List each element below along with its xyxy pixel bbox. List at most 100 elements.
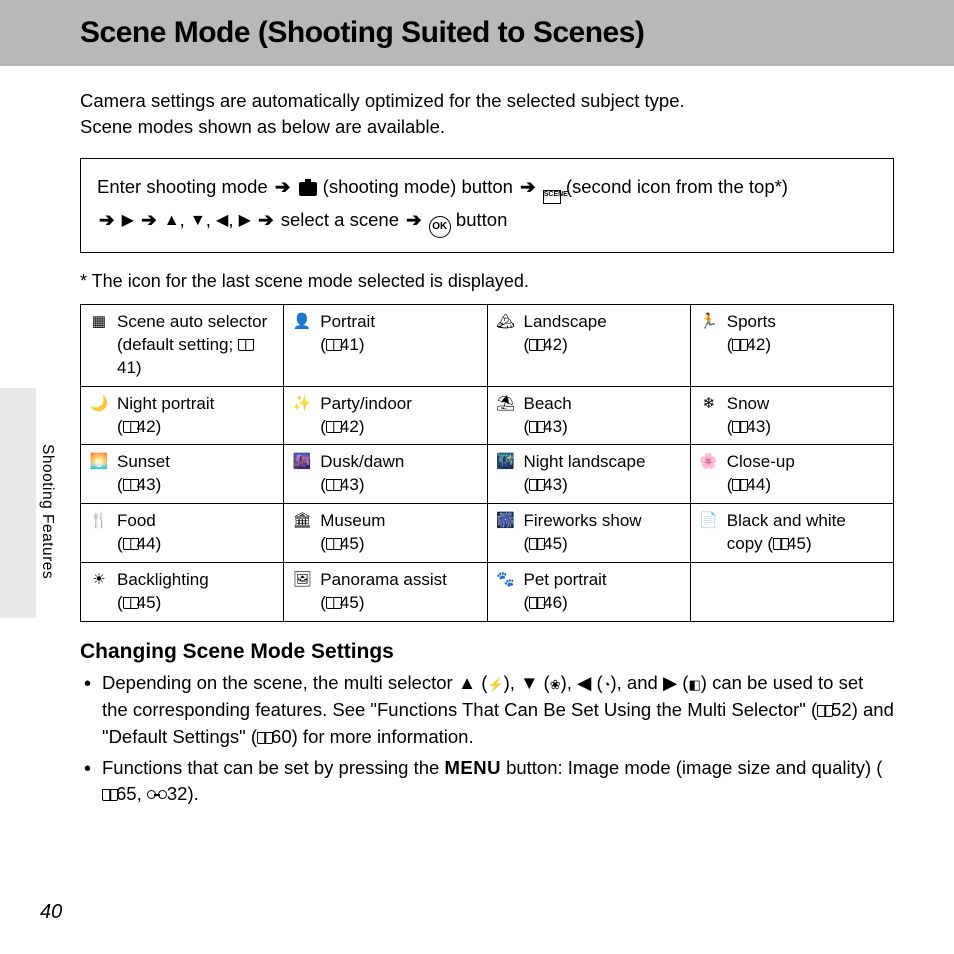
macro-icon <box>550 672 561 693</box>
scene-icon: 🌃 <box>496 451 516 497</box>
page-ref-icon <box>732 339 748 351</box>
arrow-icon: ➔ <box>518 176 538 197</box>
bullet-list: Depending on the scene, the multi select… <box>80 670 894 808</box>
scene-cell: 🌆Dusk/dawn(43) <box>284 445 487 504</box>
page-ref-icon <box>529 421 545 433</box>
triangle-up-icon <box>458 672 476 693</box>
nav-text-5: button <box>456 209 507 230</box>
arrow-icon: ➔ <box>404 209 424 230</box>
triangle-left-icon <box>216 212 228 229</box>
scene-icon: 🖼 <box>292 569 312 615</box>
page-ref-icon <box>773 538 789 550</box>
scene-cell: ✨Party/indoor(42) <box>284 386 487 445</box>
scene-icon: 🏃 <box>699 311 719 357</box>
scene-icon: 👤 <box>292 311 312 357</box>
page-ref-icon <box>257 732 273 744</box>
intro-text: Camera settings are automatically optimi… <box>80 88 894 140</box>
nav-text-3: (second icon from the top*) <box>566 176 788 197</box>
scene-label: Snow(43) <box>727 393 885 439</box>
reference-section-icon <box>147 790 167 800</box>
page-ref-icon <box>123 538 139 550</box>
scene-label: Scene auto selector (default setting; 41… <box>117 311 275 380</box>
scene-cell: ⛱Beach(43) <box>487 386 690 445</box>
triangle-left-icon <box>577 672 591 693</box>
page-ref-icon <box>529 479 545 491</box>
intro-line-1: Camera settings are automatically optimi… <box>80 88 894 114</box>
triangle-up-icon <box>164 212 180 229</box>
scene-label: Museum(45) <box>320 510 478 556</box>
page-title: Scene Mode (Shooting Suited to Scenes) <box>80 16 954 50</box>
page-ref-icon <box>123 479 139 491</box>
scene-label: Sports(42) <box>727 311 885 357</box>
scene-icon: ▦ <box>89 311 109 380</box>
page-ref-icon <box>326 597 342 609</box>
bullet-item-1: Depending on the scene, the multi select… <box>102 670 894 750</box>
flash-icon <box>487 672 503 693</box>
scene-cell: ▦Scene auto selector (default setting; 4… <box>81 304 284 386</box>
bullet-text: button: Image mode (image size and quali… <box>501 757 883 778</box>
scene-cell: 🏃Sports(42) <box>690 304 893 386</box>
scene-label: Portrait(41) <box>320 311 478 357</box>
page-ref-icon <box>123 597 139 609</box>
triangle-right-icon <box>122 212 134 229</box>
self-timer-icon <box>603 672 611 693</box>
scene-icon: 🌙 <box>89 393 109 439</box>
scene-label: Beach(43) <box>524 393 682 439</box>
page-ref-icon <box>529 339 545 351</box>
triangle-down-icon <box>190 212 206 229</box>
section-side-label: Shooting Features <box>38 444 56 579</box>
scene-modes-table: ▦Scene auto selector (default setting; 4… <box>80 304 894 622</box>
scene-label: Sunset(43) <box>117 451 275 497</box>
scene-icon: 🏛 <box>292 510 312 556</box>
page-ref-icon <box>326 479 342 491</box>
page-ref-icon <box>102 789 118 801</box>
bullet-text: Functions that can be set by pressing th… <box>102 757 444 778</box>
scene-label: Party/indoor(42) <box>320 393 478 439</box>
subheading: Changing Scene Mode Settings <box>80 640 894 664</box>
page-ref-number: 65 <box>116 783 137 804</box>
triangle-down-icon <box>520 672 538 693</box>
scene-cell: 🎆Fireworks show(45) <box>487 504 690 563</box>
scene-icon: 🎆 <box>496 510 516 556</box>
arrow-icon: ➔ <box>273 176 293 197</box>
arrow-icon: ➔ <box>97 209 117 230</box>
scene-cell: 🏛Museum(45) <box>284 504 487 563</box>
scene-icon: 🌸 <box>699 451 719 497</box>
scene-label: Fireworks show(45) <box>524 510 682 556</box>
scene-label: Black and white copy (45) <box>727 510 885 556</box>
bullet-text: ). <box>187 783 198 804</box>
scene-label: Pet portrait(46) <box>524 569 682 615</box>
nav-text-4: select a scene <box>281 209 399 230</box>
scene-icon: 🌅 <box>89 451 109 497</box>
scene-label: Dusk/dawn(43) <box>320 451 478 497</box>
navigation-sequence-box: Enter shooting mode ➔ (shooting mode) bu… <box>80 158 894 253</box>
bullet-text: , <box>137 783 147 804</box>
scene-cell: 🌅Sunset(43) <box>81 445 284 504</box>
scene-cell: 🖼Panorama assist(45) <box>284 563 487 622</box>
scene-cell: ☀Backlighting(45) <box>81 563 284 622</box>
scene-label: Landscape(42) <box>524 311 682 357</box>
scene-icon: 🐾 <box>496 569 516 615</box>
scene-cell: 👤Portrait(41) <box>284 304 487 386</box>
scene-cell: 🍴Food(44) <box>81 504 284 563</box>
page-number: 40 <box>40 901 62 924</box>
nav-text-2: (shooting mode) button <box>323 176 513 197</box>
footnote-text: * The icon for the last scene mode selec… <box>80 271 894 292</box>
menu-button-label: MENU <box>444 757 500 778</box>
arrow-icon: ➔ <box>139 209 159 230</box>
scene-label: Food(44) <box>117 510 275 556</box>
scene-cell: 🐾Pet portrait(46) <box>487 563 690 622</box>
ok-button-icon: OK <box>429 216 451 238</box>
scene-cell: ❄Snow(43) <box>690 386 893 445</box>
page-ref-icon <box>732 421 748 433</box>
scene-label: Night landscape(43) <box>524 451 682 497</box>
page-ref-icon <box>123 421 139 433</box>
camera-icon <box>298 182 318 200</box>
side-tab <box>0 388 36 618</box>
intro-line-2: Scene modes shown as below are available… <box>80 114 894 140</box>
page-ref-icon <box>817 705 833 717</box>
bullet-text: ) for more information. <box>292 726 474 747</box>
page-ref-icon <box>732 479 748 491</box>
scene-icon: 🍴 <box>89 510 109 556</box>
scene-label: Night portrait(42) <box>117 393 275 439</box>
